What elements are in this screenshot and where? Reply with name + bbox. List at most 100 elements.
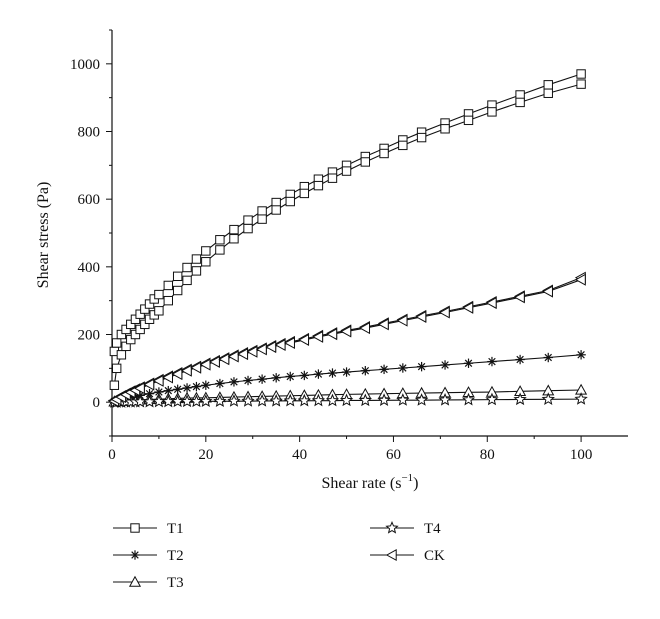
data-point-t1 [215,235,225,245]
data-point-ck [162,371,173,384]
legend-label-ck: CK [424,548,445,564]
data-point-ck [208,355,220,368]
asterisk-stroke [417,362,426,371]
data-point-t1 [440,124,450,134]
asterisk-stroke [328,369,337,377]
legend-item-t3: T3 [113,575,184,591]
data-point-t2 [182,383,192,393]
data-point-t2 [543,352,553,363]
data-point-t2 [360,366,371,376]
y-tick-label: 0 [93,395,101,411]
data-point-t1 [416,132,427,143]
data-point-t2 [191,381,202,392]
data-point-t2 [379,364,389,375]
data-point-t2 [299,370,310,381]
data-point-t2 [229,377,239,387]
asterisk-stroke [192,382,201,391]
data-point-t1 [576,69,586,79]
data-point-ck [513,291,525,304]
data-point-t1 [182,262,192,273]
y-axis-label: Shear stress (Pa) [35,182,52,289]
data-point-t2 [285,371,295,382]
data-point-ck [298,333,310,346]
data-point-t4 [513,392,527,406]
data-point-t2 [327,368,338,378]
x-axis-label: Shear rate (s−1) [321,472,418,492]
asterisk-stroke [488,357,496,366]
data-point-t2 [515,354,525,365]
data-point-t1 [271,205,281,215]
asterisk-stroke [155,388,163,396]
data-point-t2 [341,367,352,377]
legend-item-ck: CK [370,548,445,564]
data-point-t2 [416,361,427,372]
data-point-t4 [311,393,326,407]
data-point-t4 [461,392,476,406]
data-point-t1 [543,88,553,98]
data-point-ck [574,273,586,286]
y-tick-label: 800 [78,125,101,141]
asterisk-stroke [380,365,388,374]
legend-label-t3: T3 [167,575,184,591]
x-axis-label-main: Shear rate (s [321,475,401,492]
data-point-t1 [172,285,183,296]
data-point-ck [171,368,183,381]
data-point-t1 [515,97,525,108]
data-point-ck [415,310,427,323]
legend-item-t2: T2 [113,548,184,564]
data-point-ck [340,325,352,338]
data-point-t1 [154,306,164,316]
data-point-t1 [163,295,173,306]
data-point-t1 [257,214,267,224]
data-point-t4 [283,393,297,407]
data-point-t4 [377,393,391,406]
data-point-ck [396,314,408,327]
data-point-t1 [111,363,122,374]
legend: T1 T2 T3 T4 CK [113,521,445,591]
asterisk-stroke [173,385,182,394]
data-point-t4 [152,394,166,408]
asterisk-stroke [286,372,295,381]
data-point-t4 [485,392,499,406]
asterisk-stroke [314,370,323,378]
data-point-ck [143,378,155,391]
data-point-t4 [161,394,175,408]
data-point-t4 [171,394,185,408]
data-point-t4 [414,393,429,406]
data-point-t4 [227,394,241,407]
asterisk-stroke [164,386,173,395]
data-point-t4 [180,394,194,408]
data-point-t1 [285,196,295,207]
data-point-t2 [398,363,408,373]
plot-area [107,69,588,408]
data-point-t1 [360,157,371,167]
data-point-t2 [576,350,586,360]
data-point-t4 [541,392,555,405]
y-tick-label: 400 [78,260,101,276]
data-point-ck [359,322,371,335]
data-point-ck [199,358,211,371]
data-point-t2 [313,369,324,379]
data-point-ck [246,345,258,358]
data-point-t1 [182,275,192,286]
data-point-t4 [241,394,255,407]
y-tick-label: 200 [78,328,101,344]
legend-label-t1: T1 [167,521,184,537]
asterisk-stroke [183,384,191,392]
data-point-t2 [243,375,253,386]
data-point-t1 [109,380,120,390]
legend-item-t1: T1 [113,521,184,537]
y-tick-label: 1000 [70,57,100,73]
data-point-t1 [201,246,211,256]
data-point-ck [438,306,450,319]
x-tick-label: 80 [480,447,495,463]
data-point-ck [377,318,389,331]
data-point-t4 [396,393,410,406]
data-point-t1 [327,173,338,183]
asterisk-stroke [516,355,524,364]
data-point-ck [274,338,286,352]
data-point-ck [462,301,474,314]
asterisk-stroke [361,366,370,375]
legend-marker-t2 [130,550,140,560]
data-point-t1 [299,188,310,199]
